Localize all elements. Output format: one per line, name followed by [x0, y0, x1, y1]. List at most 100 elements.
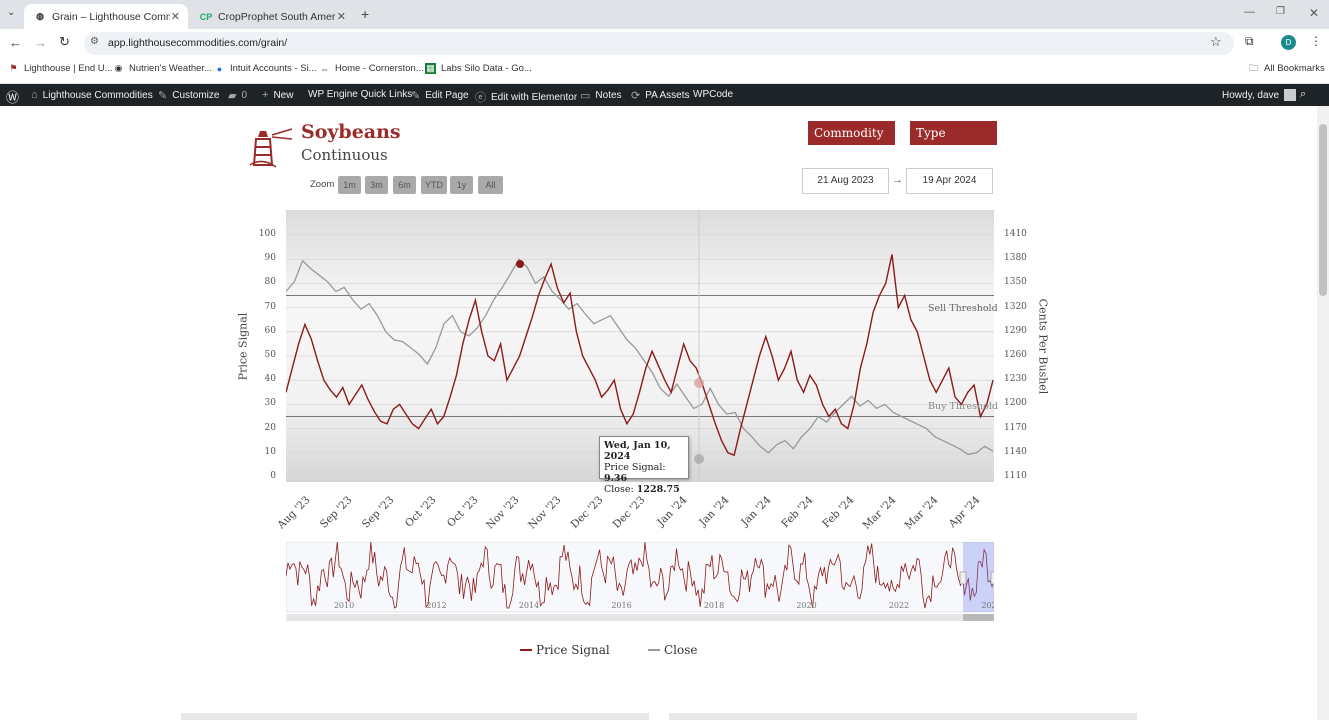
tab-list-chevron-icon[interactable]: ⌄	[7, 7, 16, 18]
forward-icon[interactable]: →	[34, 35, 47, 50]
all-bookmarks[interactable]: 🗀 All Bookmarks	[1248, 63, 1325, 75]
type-button[interactable]: Type	[910, 121, 997, 145]
x-tick-label: Jan '24	[738, 494, 774, 529]
y-tick-label-right: 1350	[1004, 277, 1027, 288]
date-to-input[interactable]: 19 Apr 2024	[906, 168, 993, 194]
brush-icon: ✎	[158, 90, 168, 102]
y-tick-label-left: 70	[264, 301, 276, 312]
close-tab-icon[interactable]: ✕	[336, 11, 346, 23]
bookmark-label: Home - Cornerston...	[335, 63, 424, 74]
bookmark-label: Nutrien's Weather...	[129, 63, 212, 74]
y-axis-title-right: Cents Per Bushel	[1036, 298, 1050, 395]
profile-avatar[interactable]: D	[1281, 35, 1296, 50]
commodity-button[interactable]: Commodity	[808, 121, 895, 145]
tab-cropprophet[interactable]: CP CropProphet South America C ✕	[190, 4, 354, 29]
plus-icon: +	[262, 89, 269, 101]
y-tick-label-left: 40	[264, 374, 276, 385]
hover-marker-close	[694, 378, 704, 388]
navigator-selection[interactable]	[963, 542, 994, 612]
wp-wpcode[interactable]: WPCode	[693, 89, 733, 100]
x-tick-label: Aug '23	[275, 494, 313, 532]
page-scrollbar[interactable]	[1317, 106, 1329, 720]
hover-marker-signal	[694, 454, 704, 464]
bookmark-cornerstone[interactable]: ⇔ Home - Cornerston...	[319, 63, 424, 74]
tab-title: CropProphet South America C	[218, 10, 336, 23]
wp-howdy[interactable]: Howdy, dave	[1222, 89, 1297, 101]
y-tick-label-right: 1200	[1004, 398, 1027, 409]
navigator-scrollbar-thumb[interactable]	[963, 614, 994, 621]
legend-swatch-signal	[520, 649, 532, 651]
wp-new[interactable]: + New	[262, 89, 293, 101]
extensions-icon[interactable]: ⧉	[1245, 34, 1254, 48]
zoom-1y-button[interactable]: 1y	[450, 176, 473, 194]
bookmark-lighthouse[interactable]: ⚑ Lighthouse | End U...	[8, 63, 113, 74]
x-tick-label: Dec '23	[610, 494, 648, 531]
wp-search-icon[interactable]: ⌕	[1300, 88, 1307, 100]
navigator-year-label: 2024	[981, 601, 994, 610]
y-tick-label-left: 60	[264, 325, 276, 336]
signal-peak-marker	[516, 260, 524, 268]
wp-comments[interactable]: ▰ 0	[228, 89, 247, 102]
zoom-1m-button[interactable]: 1m	[338, 176, 361, 194]
legend-close[interactable]: Close	[648, 643, 698, 657]
wp-elementor[interactable]: ⓔ Edit with Elementor	[475, 89, 577, 105]
browser-menu-icon[interactable]: ⋮	[1310, 34, 1322, 48]
chart-navigator[interactable]: 2010 2012 2014 2016 2018 2020 2022 2024	[286, 542, 994, 622]
bookmarks-bar: ⚑ Lighthouse | End U... ◉ Nutrien's Weat…	[0, 58, 1329, 84]
bookmark-labs-silo[interactable]: ▦ Labs Silo Data - Go...	[425, 63, 532, 74]
date-from-input[interactable]: 21 Aug 2023	[802, 168, 889, 194]
globe-icon: ◍	[36, 11, 44, 21]
x-tick-label: Sep '23	[359, 494, 397, 531]
wp-pa-assets-label: PA Assets	[645, 90, 690, 101]
wp-customize[interactable]: ✎ Customize	[158, 89, 219, 102]
navigator-background	[286, 542, 994, 613]
y-tick-label-right: 1290	[1004, 325, 1027, 336]
comment-icon: ▰	[228, 90, 237, 102]
y-tick-label-right: 1170	[1004, 422, 1027, 433]
url-field[interactable]: ⚙ app.lighthousecommodities.com/grain/	[84, 32, 1234, 55]
date-range-arrow: →	[892, 174, 903, 186]
x-tick-label: Jan '24	[696, 494, 732, 529]
navigator-year-label: 2018	[704, 601, 724, 610]
scrollbar-thumb[interactable]	[1319, 124, 1327, 296]
zoom-ytd-button[interactable]: YTD	[421, 176, 447, 194]
wp-edit-page[interactable]: ✎ Edit Page	[411, 89, 469, 102]
url-text: app.lighthousecommodities.com/grain/	[108, 37, 288, 49]
y-tick-label-left: 10	[264, 446, 276, 457]
wp-engine-links[interactable]: WP Engine Quick Links	[308, 89, 412, 100]
navigator-year-label: 2016	[611, 601, 631, 610]
back-icon[interactable]: ←	[9, 35, 22, 50]
navigator-series-line	[286, 542, 994, 609]
new-tab-icon[interactable]: +	[361, 6, 370, 22]
wordpress-icon[interactable]: Ⓦ	[6, 90, 20, 105]
legend-price-signal[interactable]: Price Signal	[520, 643, 610, 657]
zoom-all-button[interactable]: All	[478, 176, 503, 194]
site-info-icon[interactable]: ⚙	[90, 36, 99, 47]
minimize-icon[interactable]: —	[1244, 6, 1255, 18]
wp-site-link[interactable]: ⌂ Lighthouse Commodities	[31, 89, 153, 101]
bookmark-star-icon[interactable]: ☆	[1210, 34, 1222, 49]
zoom-6m-button[interactable]: 6m	[393, 176, 416, 194]
close-tab-icon[interactable]: ✕	[170, 11, 180, 23]
bookmark-nutrien[interactable]: ◉ Nutrien's Weather...	[113, 63, 212, 74]
navigator-left-handle[interactable]	[959, 571, 967, 585]
reload-icon[interactable]: ↻	[59, 34, 70, 49]
y-tick-label-right: 1140	[1004, 446, 1027, 457]
wp-pa-assets[interactable]: ⟳ PA Assets	[631, 89, 690, 102]
y-tick-label-right: 1110	[1004, 471, 1027, 481]
intuit-icon: ●	[216, 63, 223, 74]
navigator-scrollbar[interactable]	[286, 614, 994, 621]
x-tick-label: Nov '23	[484, 494, 522, 532]
zoom-3m-button[interactable]: 3m	[365, 176, 388, 194]
bookmark-intuit[interactable]: ● Intuit Accounts - Si...	[214, 63, 317, 74]
restore-icon[interactable]: ❐	[1276, 6, 1285, 17]
window-close-icon[interactable]: ✕	[1309, 6, 1320, 20]
y-axis-title-left: Price Signal	[236, 312, 250, 381]
wp-quicklinks-label: WP Engine Quick Links	[308, 89, 413, 100]
wp-notes[interactable]: ▭ Notes	[580, 89, 622, 102]
page-subtitle: Continuous	[301, 146, 388, 164]
tab-grain[interactable]: ◍ Grain – Lighthouse Commoditi ✕	[24, 4, 188, 29]
navigator-right-handle[interactable]	[990, 571, 994, 585]
bookmark-label: Lighthouse | End U...	[24, 63, 113, 74]
x-tick-label: Dec '23	[568, 494, 606, 531]
